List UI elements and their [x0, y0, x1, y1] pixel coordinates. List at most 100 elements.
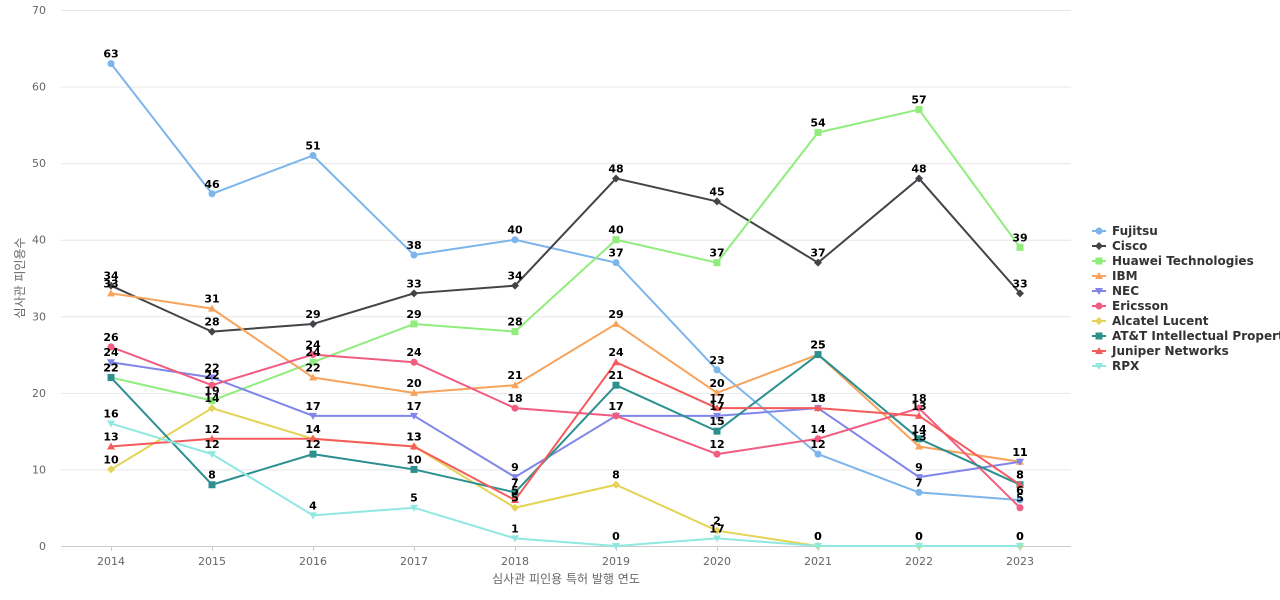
point-juniper-networks-2019: [612, 358, 620, 366]
series-line-rpx: [110, 422, 1021, 547]
data-label-juniper-networks-2019: 24: [608, 346, 624, 359]
data-label-ibm-2014: 33: [103, 277, 118, 290]
y-axis-title: 심사관 피인용수: [13, 237, 27, 318]
data-label-alcatel-lucent-2016: 14: [305, 423, 321, 436]
point-ericsson-2015: [208, 381, 216, 389]
legend-marker-huawei-technologies: [1095, 257, 1103, 265]
point-at-t-intellectual-property-2014: [107, 374, 115, 382]
series-line-at-t-intellectual-property: [110, 353, 1021, 494]
series-fujitsu: [107, 60, 1024, 504]
legend-item-cisco: Cisco: [1092, 239, 1147, 253]
point-juniper-networks-2015: [208, 434, 216, 442]
point-juniper-networks-2022: [915, 411, 923, 419]
point-ericsson-2016: [309, 351, 317, 359]
point-cisco-2022: [915, 174, 923, 183]
data-label-nec-2018: 9: [511, 461, 519, 474]
legend-item-ericsson: Ericsson: [1092, 299, 1168, 313]
data-label-juniper-networks-2021: 18: [810, 392, 825, 405]
data-label-ibm-2017: 20: [406, 377, 422, 390]
point-cisco-2016: [309, 319, 317, 328]
point-at-t-intellectual-property-2021: [814, 351, 822, 359]
legend-label-ericsson: Ericsson: [1112, 299, 1168, 313]
series-lines: [107, 60, 1024, 550]
point-ericsson-2022: [915, 404, 923, 412]
point-fujitsu-2017: [410, 251, 418, 259]
legend-marker-nec: [1095, 288, 1103, 295]
data-label-juniper-networks-2020: 17: [709, 392, 724, 405]
data-label-nec-2021: 18: [810, 392, 825, 405]
point-at-t-intellectual-property-2018: [511, 488, 519, 496]
data-label-at-t-intellectual-property-2019: 21: [608, 369, 623, 382]
legend-marker-cisco: [1095, 242, 1103, 250]
y-tick-label-70: 70: [32, 4, 46, 17]
y-tick-label-30: 30: [32, 310, 46, 323]
legend-item-alcatel-lucent: Alcatel Lucent: [1092, 314, 1209, 328]
data-label-fujitsu-2023: 6: [1016, 484, 1024, 497]
point-ibm-2020: [713, 388, 721, 396]
data-label-alcatel-lucent-2021: 0: [814, 530, 822, 543]
data-label-ericsson-2019: 17: [608, 400, 623, 413]
legend-item-juniper-networks: Juniper Networks: [1092, 344, 1229, 358]
data-label-alcatel-lucent-2019: 8: [612, 469, 620, 482]
point-nec-2018: [511, 474, 519, 482]
point-nec-2016: [309, 412, 317, 420]
data-label-huawei-technologies-2016: 24: [305, 346, 321, 359]
data-label-at-t-intellectual-property-2021: 25: [810, 339, 825, 352]
data-label-nec-2023: 11: [1012, 446, 1027, 459]
point-rpx-2016: [309, 512, 317, 520]
legend-marker-fujitsu: [1095, 227, 1103, 235]
series-line-ericsson: [110, 345, 1021, 509]
data-label-ericsson-2018: 18: [507, 392, 522, 405]
data-label-ericsson-2014: 26: [103, 331, 119, 344]
data-label-nec-2017: 17: [406, 400, 421, 413]
data-label-juniper-networks-2023: 8: [1016, 469, 1024, 482]
point-alcatel-lucent-2020: [713, 526, 721, 535]
data-label-rpx-2015: 12: [204, 438, 219, 451]
point-juniper-networks-2023: [1016, 480, 1024, 488]
point-ibm-2015: [208, 304, 216, 312]
point-ericsson-2021: [814, 435, 822, 443]
point-at-t-intellectual-property-2015: [208, 481, 216, 489]
data-label-huawei-technologies-2020: 37: [709, 247, 724, 260]
point-huawei-technologies-2020: [713, 259, 721, 267]
data-label-rpx-2016: 4: [309, 499, 317, 512]
point-ericsson-2023: [1016, 504, 1024, 512]
data-label-at-t-intellectual-property-2015: 8: [208, 469, 216, 482]
data-label-ibm-2016: 22: [305, 362, 320, 375]
data-label-huawei-technologies-2021: 54: [810, 117, 826, 130]
point-nec-2023: [1016, 458, 1024, 466]
point-fujitsu-2014: [107, 60, 115, 68]
data-label-cisco-2023: 33: [1012, 277, 1027, 290]
data-label-fujitsu-2016: 51: [305, 139, 320, 152]
legend-marker-juniper-networks: [1095, 347, 1103, 354]
point-nec-2022: [915, 474, 923, 482]
legend-item-at-t-intellectual-property: AT&T Intellectual Property: [1092, 329, 1280, 343]
legend-label-alcatel-lucent: Alcatel Lucent: [1112, 314, 1209, 328]
legend-marker-ericsson: [1095, 302, 1103, 310]
point-ibm-2014: [107, 289, 115, 297]
legend-marker-alcatel-lucent: [1095, 317, 1103, 325]
data-label-huawei-technologies-2023: 39: [1012, 231, 1027, 244]
data-label-alcatel-lucent-2023: 0: [1016, 530, 1024, 543]
y-tick-label-40: 40: [32, 234, 46, 247]
y-tick-label-10: 10: [32, 463, 46, 476]
point-juniper-networks-2021: [814, 404, 822, 412]
point-rpx-2019: [612, 543, 620, 550]
data-label-at-t-intellectual-property-2018: 7: [511, 476, 519, 489]
point-rpx-2021: [814, 543, 822, 550]
data-label-alcatel-lucent-2020: 2: [713, 515, 721, 528]
data-label-juniper-networks-2018: 5: [511, 484, 519, 497]
data-label-huawei-technologies-2015: 19: [204, 385, 219, 398]
point-alcatel-lucent-2014: [107, 465, 115, 474]
data-label-huawei-technologies-2022: 57: [911, 94, 926, 107]
data-label-fujitsu-2018: 40: [507, 224, 523, 237]
legend-label-cisco: Cisco: [1112, 239, 1147, 253]
legend-marker-at-t-intellectual-property: [1095, 332, 1103, 340]
point-huawei-technologies-2018: [511, 328, 519, 336]
series-line-ibm: [110, 292, 1021, 463]
x-tick-label-2014: 2014: [97, 555, 125, 568]
data-label-alcatel-lucent-2015: 14: [204, 392, 220, 405]
y-tick-label-0: 0: [39, 540, 46, 553]
data-label-ericsson-2021: 14: [810, 423, 826, 436]
